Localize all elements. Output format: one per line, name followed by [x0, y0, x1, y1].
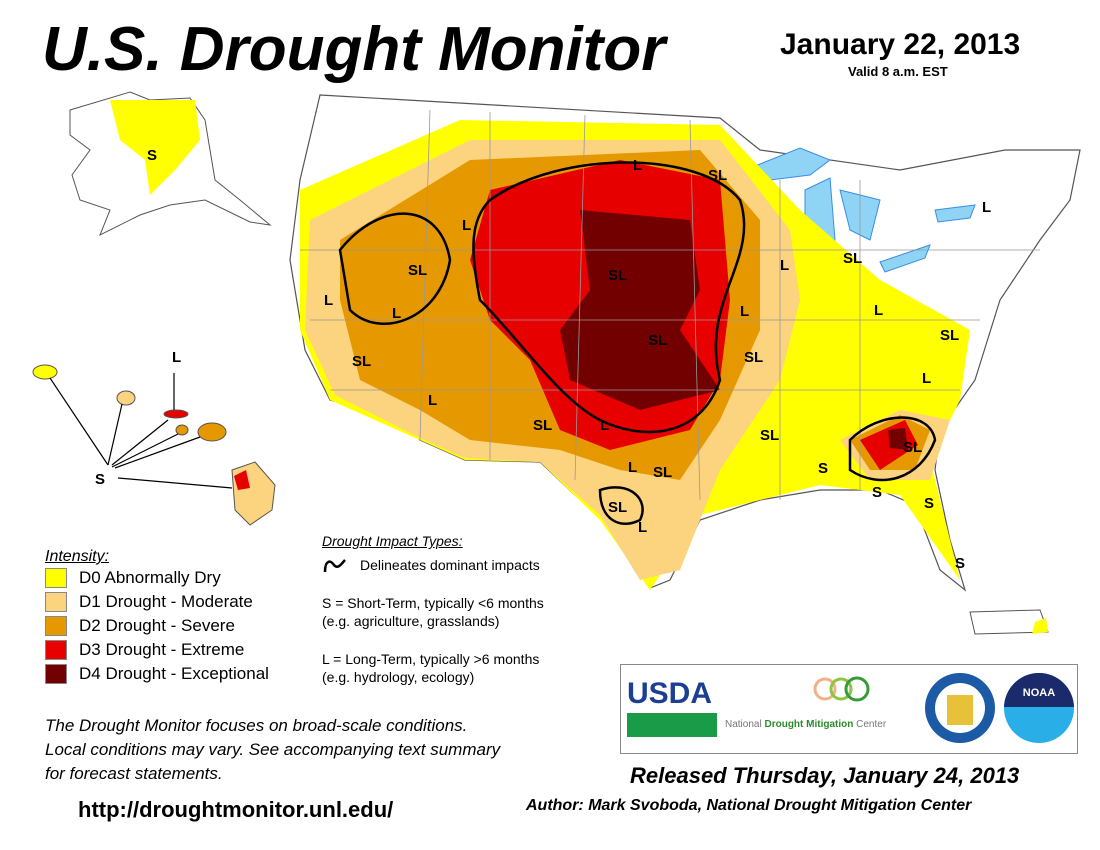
legend-item: D0 Abnormally Dry — [45, 566, 269, 590]
impact-type-label: SL — [708, 167, 727, 184]
legend-label: D0 Abnormally Dry — [79, 568, 221, 587]
state-borders — [300, 109, 1040, 501]
impact-type-label: L — [172, 349, 181, 366]
short-term-example: (e.g. agriculture, grasslands) — [322, 613, 500, 629]
long-term-example: (e.g. hydrology, ecology) — [322, 669, 475, 685]
impact-type-label: SL — [408, 262, 427, 279]
disclaimer-note: The Drought Monitor focuses on broad-sca… — [45, 714, 500, 786]
map-date: January 22, 2013 — [780, 28, 1021, 61]
page-title: U.S. Drought Monitor — [42, 15, 666, 84]
impact-type-label: SL — [533, 417, 552, 434]
legend-item: D1 Drought - Moderate — [45, 590, 269, 614]
impact-type-label: SL — [940, 327, 959, 344]
agency-logos: USDA National Drought Mitigation Center … — [620, 664, 1078, 754]
impact-type-label: L — [633, 157, 642, 174]
impact-legend: Drought Impact Types: Delineates dominan… — [322, 532, 622, 686]
legend-title: Intensity: — [45, 548, 110, 565]
note-line: Local conditions may vary. See accompany… — [45, 740, 501, 759]
tree-icon — [813, 676, 870, 702]
impact-type-label: L — [628, 459, 637, 476]
impact-type-label: S — [147, 147, 157, 164]
impact-type-label: L — [740, 303, 749, 320]
impact-type-label: S — [818, 460, 828, 477]
legend-label: D4 Drought - Exceptional — [79, 664, 269, 683]
impact-type-label: SL — [653, 464, 672, 481]
impact-type-label: L — [922, 370, 931, 387]
valid-time: Valid 8 a.m. EST — [848, 64, 948, 79]
legend-label: D2 Drought - Severe — [79, 616, 235, 635]
impact-type-label: L — [780, 257, 789, 274]
impact-title: Drought Impact Types: — [322, 533, 463, 549]
long-term-label: L = Long-Term, typically >6 months — [322, 651, 540, 667]
commerce-seal — [925, 673, 995, 743]
impact-type-label: SL — [608, 267, 627, 284]
impact-type-label: L — [462, 217, 471, 234]
impact-type-label: SL — [843, 250, 862, 267]
website-link[interactable]: http://droughtmonitor.unl.edu/ — [78, 797, 394, 822]
note-line: The Drought Monitor focuses on broad-sca… — [45, 716, 468, 735]
d4-southeast — [888, 428, 908, 450]
impact-type-label: L — [638, 519, 647, 536]
ndmc-logo: National Drought Mitigation Center — [725, 719, 887, 730]
impact-type-label: SL — [744, 349, 763, 366]
legend-swatch — [45, 616, 67, 636]
impact-line-label: Delineates dominant impacts — [360, 557, 540, 573]
hawaii — [32, 364, 276, 526]
d4-area — [560, 210, 720, 410]
impact-type-label: SL — [760, 427, 779, 444]
short-term-label: S = Short-Term, typically <6 months — [322, 595, 544, 611]
impact-type-label: S — [955, 555, 965, 572]
legend-swatch — [45, 568, 67, 588]
impact-type-label: SL — [352, 353, 371, 370]
noaa-logo: NOAA — [1004, 673, 1074, 743]
impact-type-label: L — [428, 392, 437, 409]
impact-type-label: SL — [648, 332, 667, 349]
author: Author: Mark Svoboda, National Drought M… — [526, 797, 972, 814]
legend-swatch — [45, 640, 67, 660]
impact-type-label: L — [874, 302, 883, 319]
intensity-legend: Intensity: D0 Abnormally Dry D1 Drought -… — [45, 548, 269, 686]
impact-type-label: L — [982, 199, 991, 216]
alaska-d0 — [110, 100, 200, 195]
note-line: for forecast statements. — [45, 764, 223, 783]
usda-logo: USDA — [627, 677, 717, 737]
impact-type-label: SL — [608, 499, 627, 516]
impact-type-label: S — [95, 471, 105, 488]
legend-swatch — [45, 592, 67, 612]
impact-boundaries — [338, 161, 937, 525]
impact-type-label: L — [392, 305, 401, 322]
impact-type-label: L — [324, 292, 333, 309]
legend-item: D4 Drought - Exceptional — [45, 662, 269, 686]
impact-type-label: S — [924, 495, 934, 512]
legend-swatch — [45, 664, 67, 684]
legend-item: D3 Drought - Extreme — [45, 638, 269, 662]
impact-line-icon — [323, 559, 346, 573]
impact-type-label: S — [872, 484, 882, 501]
release-date: Released Thursday, January 24, 2013 — [630, 763, 1020, 788]
legend-label: D1 Drought - Moderate — [79, 592, 253, 611]
impact-type-label: SL — [903, 439, 922, 456]
legend-label: D3 Drought - Extreme — [79, 640, 245, 659]
impact-type-label: L — [600, 417, 609, 434]
legend-item: D2 Drought - Severe — [45, 614, 269, 638]
